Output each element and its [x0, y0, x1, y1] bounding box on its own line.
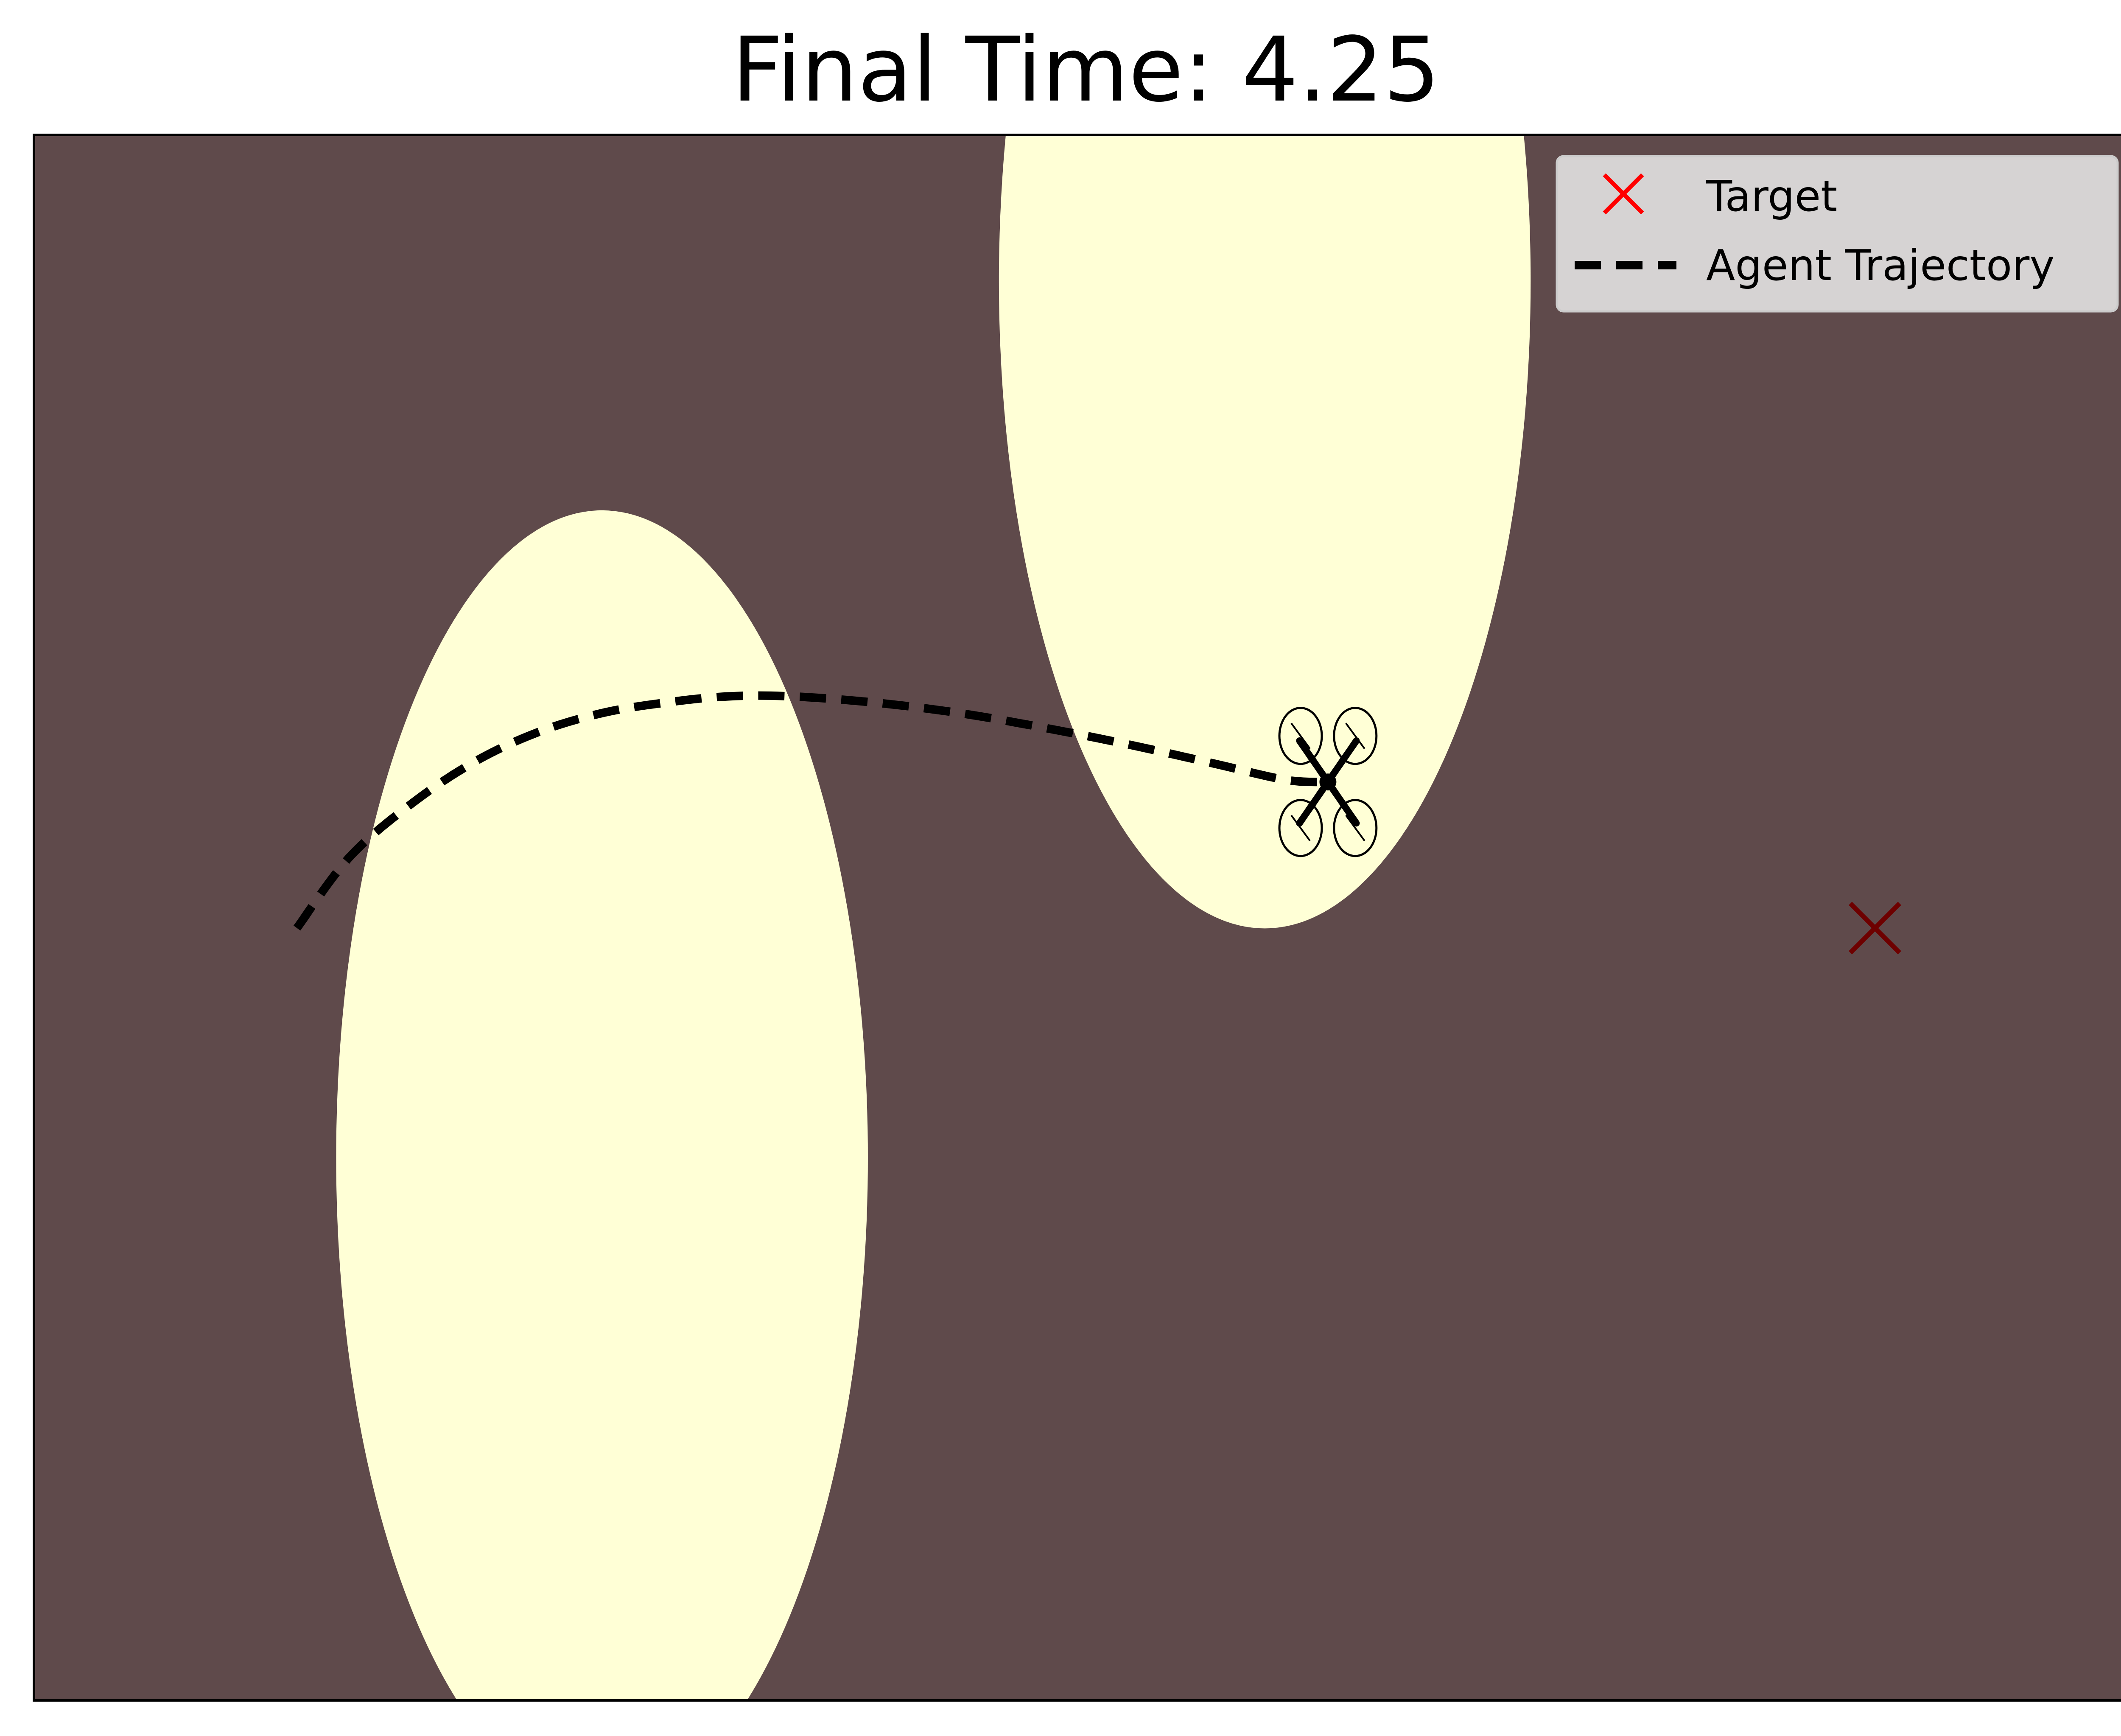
obstacle-1	[336, 510, 868, 1700]
legend-trajectory-label: Agent Trajectory	[1706, 241, 2055, 290]
legend: Target Agent Trajectory	[1556, 155, 2119, 313]
drone-rotor-3	[1278, 799, 1323, 857]
obstacle-layer	[336, 135, 1531, 1700]
obstacle-1-contour-13	[336, 510, 868, 1700]
obstacle-2	[999, 135, 1531, 928]
legend-box	[1556, 155, 2119, 313]
drone-rotor-2	[1333, 707, 1378, 765]
drone-rotor-4	[1333, 799, 1378, 857]
chart-title: Final Time: 4.25	[732, 18, 1440, 122]
obstacle-2-contour-13	[999, 135, 1531, 928]
drone-propeller-4	[1345, 815, 1365, 841]
legend-target-label: Target	[1706, 171, 1837, 221]
drone-body	[1319, 773, 1337, 791]
legend-target-x-icon	[1603, 173, 1644, 215]
drone-propeller-2	[1345, 722, 1365, 749]
drone-agent-icon	[1278, 707, 1378, 857]
plot-frame	[33, 134, 2121, 1702]
drone-rotor-1	[1278, 707, 1323, 765]
target-marker-stroke-2	[1849, 902, 1901, 955]
drone-propeller-3	[1290, 815, 1311, 841]
drone-propeller-1	[1290, 722, 1311, 749]
agent-trajectory-line	[293, 691, 1328, 931]
target-marker	[1849, 902, 1901, 955]
